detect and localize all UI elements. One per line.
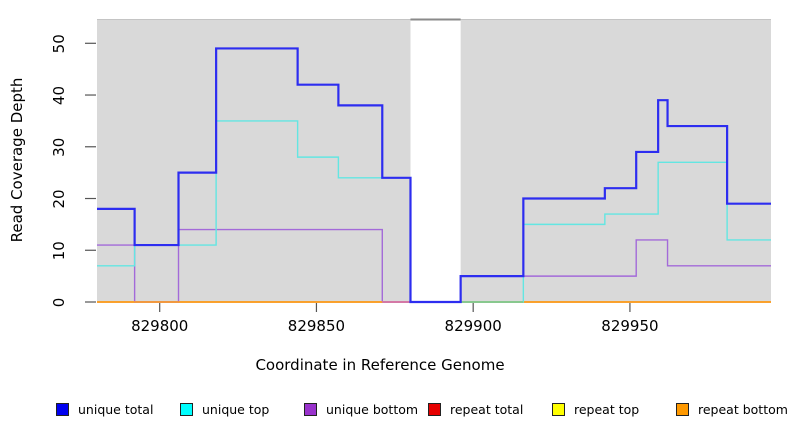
x-tick-label: 829800 xyxy=(131,317,188,335)
series-line-unique-total xyxy=(97,47,771,304)
y-tick-label: 30 xyxy=(50,138,68,157)
y-tick-label: 40 xyxy=(50,86,68,105)
legend-swatch-icon xyxy=(180,402,193,416)
legend-label: unique total xyxy=(78,401,154,417)
legend-label: repeat total xyxy=(450,401,524,417)
legend-item-unique-total: unique total xyxy=(56,401,153,417)
y-tick-label: 10 xyxy=(50,241,68,260)
legend-swatch-icon xyxy=(304,402,317,416)
y-tick-label: 0 xyxy=(50,298,68,308)
legend-swatch-icon xyxy=(56,402,69,416)
legend-item-unique-top: unique top xyxy=(180,401,269,417)
y-tick-label: 20 xyxy=(50,189,68,208)
x-tick-label: 829850 xyxy=(288,317,345,335)
plot-panel xyxy=(97,20,411,302)
legend-label: unique top xyxy=(202,401,270,417)
legend-item-repeat-top: repeat top xyxy=(552,401,639,417)
y-tick-label: 50 xyxy=(50,34,68,53)
legend-swatch-icon xyxy=(552,402,565,416)
legend-item-repeat-total: repeat total xyxy=(428,401,523,417)
legend-swatch-icon xyxy=(676,402,689,416)
legend-label: repeat top xyxy=(574,401,640,417)
legend-item-unique-bottom: unique bottom xyxy=(304,401,418,417)
x-tick-label: 829900 xyxy=(445,317,502,335)
legend-label: repeat bottom xyxy=(698,401,788,417)
legend-item-repeat-bottom: repeat bottom xyxy=(676,401,788,417)
legend-swatch-icon xyxy=(428,402,441,416)
x-tick-label: 829950 xyxy=(601,317,658,335)
legend-label: unique bottom xyxy=(326,401,419,417)
plot-panel xyxy=(460,20,771,302)
x-axis-title: Coordinate in Reference Genome xyxy=(255,356,505,374)
